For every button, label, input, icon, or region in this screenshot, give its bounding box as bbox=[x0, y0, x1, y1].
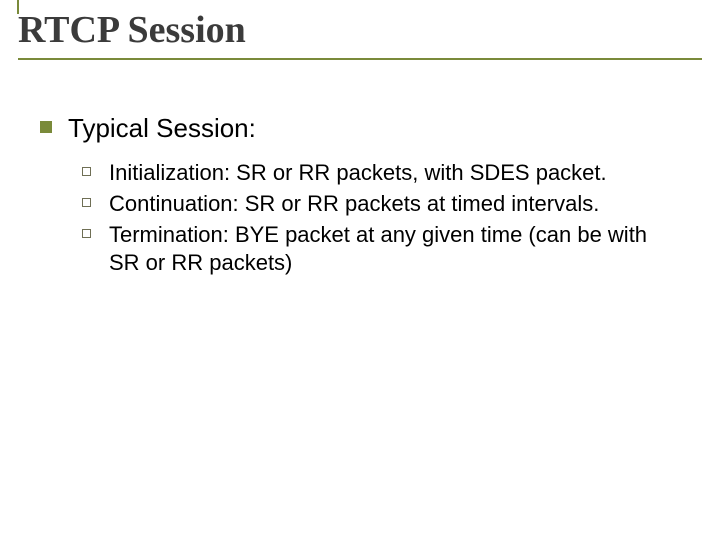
title-rule: RTCP Session bbox=[18, 10, 702, 60]
slide-title: RTCP Session bbox=[18, 10, 702, 52]
slide-body: Typical Session: Initialization: SR or R… bbox=[40, 112, 690, 280]
hollow-square-bullet-icon bbox=[82, 229, 91, 238]
bullet-level2: Termination: BYE packet at any given tim… bbox=[82, 221, 690, 277]
bullet-level2: Initialization: SR or RR packets, with S… bbox=[82, 159, 690, 187]
title-tick bbox=[17, 0, 19, 14]
level2-group: Initialization: SR or RR packets, with S… bbox=[82, 159, 690, 278]
level2-text: Initialization: SR or RR packets, with S… bbox=[109, 159, 607, 187]
slide: RTCP Session Typical Session: Initializa… bbox=[0, 0, 720, 540]
level2-text: Continuation: SR or RR packets at timed … bbox=[109, 190, 599, 218]
bullet-level1: Typical Session: bbox=[40, 112, 690, 145]
hollow-square-bullet-icon bbox=[82, 167, 91, 176]
hollow-square-bullet-icon bbox=[82, 198, 91, 207]
bullet-level2: Continuation: SR or RR packets at timed … bbox=[82, 190, 690, 218]
square-bullet-icon bbox=[40, 121, 52, 133]
level2-text: Termination: BYE packet at any given tim… bbox=[109, 221, 679, 277]
level1-text: Typical Session: bbox=[68, 112, 256, 145]
